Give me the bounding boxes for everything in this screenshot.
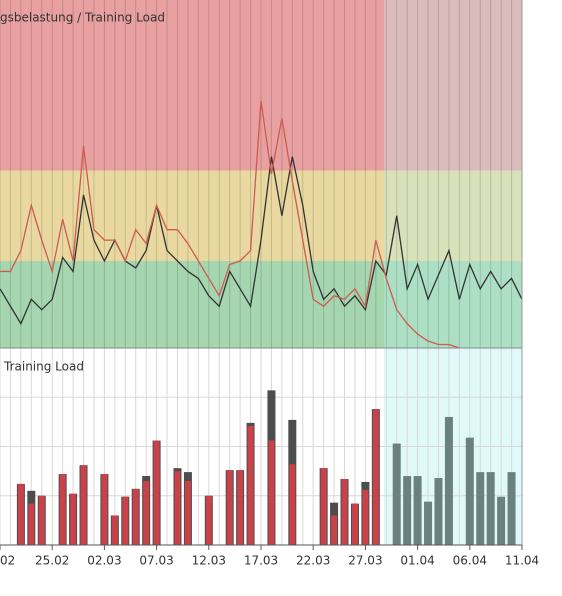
x-tick-label: 01.04 [400,554,434,568]
bar [372,409,379,545]
bar [320,468,327,545]
zone [0,170,522,261]
bar [28,503,35,545]
bar [444,416,453,545]
load-line [0,100,460,349]
x-tick-label: 12.03 [192,554,226,568]
bar [111,515,118,545]
bar [226,470,233,545]
x-tick-label: 27.03 [348,554,382,568]
bar [486,472,495,545]
bar [413,476,422,545]
x-tick-label: 02 [0,554,15,568]
zone [0,261,522,348]
bar [289,464,296,545]
panel-title: Training Load [3,360,84,374]
bar [497,496,506,545]
bar [17,483,24,545]
x-tick-label: 25.02 [35,554,69,568]
panel-title: gsbelastung / Training Load [0,11,165,25]
bar [424,501,433,545]
x-tick-label: 07.03 [139,554,173,568]
bar [434,478,443,545]
bar [476,472,485,545]
x-tick-label: 17.03 [244,554,278,568]
top-panel: gsbelastung / Training Load [0,0,523,349]
bar [38,495,45,545]
bar [80,465,87,545]
bar [70,493,77,545]
x-tick-label: 06.04 [453,554,487,568]
bar [465,437,474,545]
bar [101,474,108,545]
bar [143,480,150,545]
bar [403,476,412,545]
bar [153,440,160,545]
bar [341,479,348,545]
bar [184,480,191,545]
zone [0,0,522,171]
bar [247,425,254,545]
bar [268,440,275,545]
bar [237,470,244,545]
bar [507,472,516,545]
bar [392,443,401,545]
bar [351,503,358,545]
x-tick-label: 22.03 [296,554,330,568]
load-line [0,156,523,326]
x-tick-label: 02.03 [87,554,121,568]
bar [205,495,212,545]
bar [59,474,66,545]
bar [122,496,129,545]
bottom-panel: 02 25.02 02.03 07.03 12.03 17.03 22.03 27.03 01.… [0,348,539,568]
bar [362,489,369,545]
bar [174,471,181,545]
bar [331,515,338,545]
bar [132,488,139,545]
x-tick-label: 11.04 [505,554,539,568]
